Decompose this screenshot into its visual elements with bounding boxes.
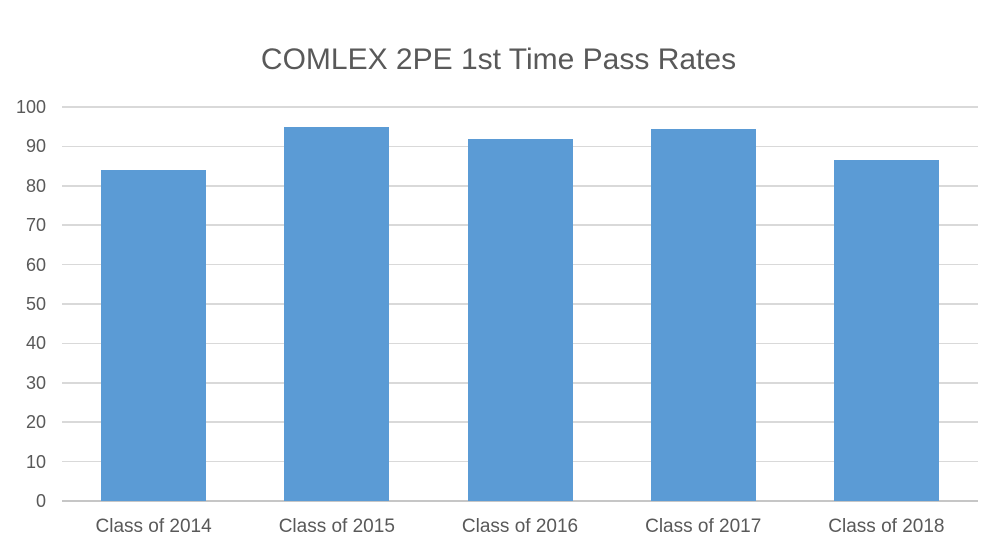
gridline <box>62 106 978 108</box>
y-axis-tick-label: 40 <box>25 333 46 354</box>
bar-class-of-2018 <box>833 160 939 501</box>
bar-class-of-2017 <box>650 128 756 501</box>
x-axis-category-label: Class of 2018 <box>828 516 945 537</box>
x-axis-category-label: Class of 2017 <box>645 516 762 537</box>
bar-class-of-2016 <box>467 138 573 501</box>
y-axis-tick-label: 20 <box>25 412 46 433</box>
chart-title: COMLEX 2PE 1st Time Pass Rates <box>260 43 737 76</box>
y-axis-tick-label: 60 <box>25 254 46 275</box>
y-axis-tick-label: 50 <box>25 294 46 314</box>
y-axis-tick-label: 80 <box>25 175 46 196</box>
x-axis-category-label: Class of 2016 <box>461 516 579 537</box>
x-axis-category-label: Class of 2014 <box>95 516 212 537</box>
bar-class-of-2014 <box>101 170 207 501</box>
y-axis-tick-label: 0 <box>35 491 46 511</box>
y-axis-tick-label: 70 <box>25 215 46 236</box>
x-axis-category-label: Class of 2015 <box>278 516 395 537</box>
y-axis-tick-label: 100 <box>15 97 46 117</box>
bar-class-of-2015 <box>284 126 390 501</box>
y-axis-tick-label: 10 <box>25 451 46 472</box>
y-axis-tick-label: 30 <box>25 372 46 393</box>
x-axis-line <box>62 500 978 502</box>
y-axis-tick-label: 90 <box>25 136 46 157</box>
